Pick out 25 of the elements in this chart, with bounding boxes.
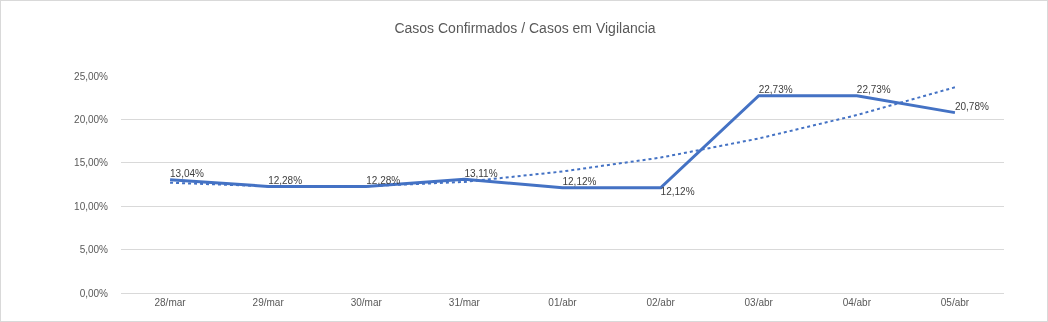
x-tick-label: 01/abr xyxy=(548,297,578,308)
y-tick-label: 20,00% xyxy=(74,113,109,125)
chart-title: Casos Confirmados / Casos em Vigilancia xyxy=(394,20,656,37)
y-tick-label: 0,00% xyxy=(79,287,109,299)
x-tick-label: 29/mar xyxy=(252,297,285,308)
data-label: 12,28% xyxy=(268,174,303,186)
data-label: 22,73% xyxy=(758,84,793,96)
data-label: 20,78% xyxy=(954,101,989,113)
x-tick-label: 30/mar xyxy=(350,297,383,308)
data-label: 22,73% xyxy=(856,84,891,96)
x-tick-label: 31/mar xyxy=(448,297,481,308)
data-label: 12,12% xyxy=(660,186,695,198)
y-tick-label: 15,00% xyxy=(74,157,109,169)
x-tick-label: 03/abr xyxy=(744,297,774,308)
x-tick-label: 28/mar xyxy=(154,297,187,308)
y-tick-label: 10,00% xyxy=(74,200,109,212)
data-label: 12,12% xyxy=(562,176,597,188)
x-tick-label: 04/abr xyxy=(842,297,872,308)
data-label: 13,11% xyxy=(464,167,498,179)
y-tick-label: 25,00% xyxy=(74,70,109,82)
x-tick-label: 02/abr xyxy=(646,297,676,308)
data-label: 13,04% xyxy=(170,168,205,180)
x-tick-label: 05/abr xyxy=(940,297,970,308)
y-tick-label: 5,00% xyxy=(79,244,109,256)
data-label: 12,28% xyxy=(366,174,401,186)
